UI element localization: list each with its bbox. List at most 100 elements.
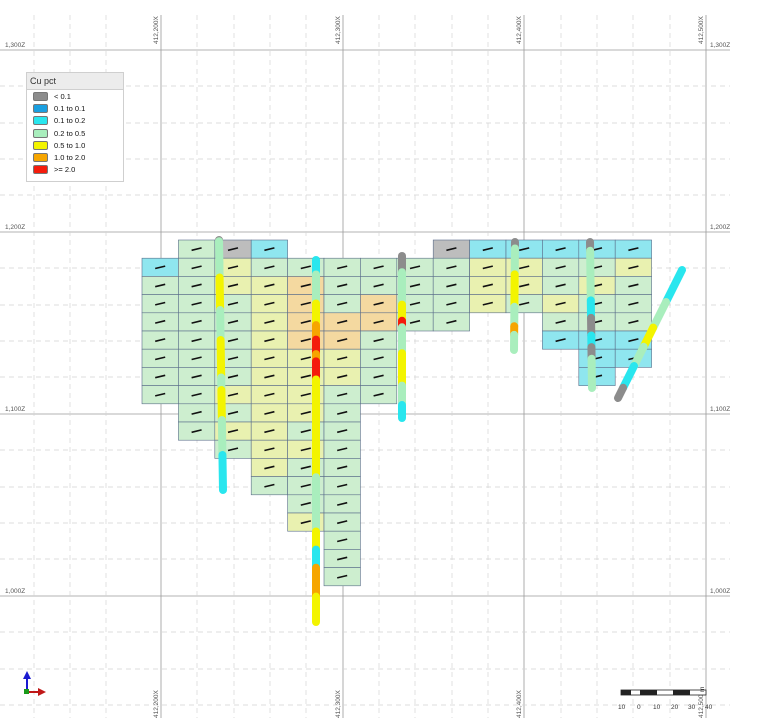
scale-label: 30	[688, 704, 696, 711]
left-elevation-labels: 1,300Z 1,200Z 1,100Z 1,000Z	[5, 42, 25, 595]
block-orientation-tick	[227, 374, 239, 379]
top-easting-label: 412,200X	[153, 16, 160, 44]
block-orientation-tick	[628, 247, 639, 252]
block-orientation-tick	[519, 301, 530, 306]
block-orientation-tick	[300, 374, 311, 379]
legend-swatch	[33, 140, 48, 150]
drillhole-interval	[586, 246, 595, 305]
legend-title: Cu pct	[27, 73, 123, 90]
grade-legend: Cu pct < 0.1 0.1 to 0.1 0.1 to 0.2 0.2 t…	[26, 72, 124, 182]
bottom-easting-label: 412,300X	[335, 690, 342, 718]
block-orientation-tick	[446, 319, 457, 324]
block-orientation-tick	[227, 319, 239, 324]
block-orientation-tick	[300, 283, 311, 288]
block-orientation-tick	[300, 465, 311, 470]
drillhole-interval	[614, 383, 628, 402]
block-orientation-tick	[264, 265, 275, 270]
right-elevation-label: 1,200Z	[710, 224, 730, 231]
legend-swatch	[33, 116, 48, 126]
right-elevation-label: 1,000Z	[710, 588, 730, 595]
block-orientation-tick	[155, 392, 166, 397]
right-elevation-label: 1,300Z	[710, 42, 730, 49]
scale-label: 10	[618, 704, 626, 711]
block-orientation-tick	[264, 447, 275, 452]
block-orientation-tick	[155, 265, 166, 270]
block-orientation-tick	[337, 356, 348, 361]
block-orientation-tick	[264, 410, 275, 415]
block-orientation-tick	[337, 447, 348, 452]
top-easting-labels: 412,200X 412,300X 412,400X 412,500X	[153, 16, 705, 44]
block-orientation-tick	[227, 447, 239, 452]
drillhole-trace	[510, 238, 519, 354]
block-orientation-tick	[300, 319, 311, 324]
legend-item: 0.1 to 0.1	[27, 102, 123, 114]
block-orientation-tick	[446, 265, 457, 270]
block-orientation-tick	[300, 429, 311, 434]
block-orientation-tick	[628, 338, 639, 343]
legend-label: >= 2.0	[54, 165, 76, 175]
block-orientation-tick	[409, 319, 421, 324]
block-orientation-tick	[264, 356, 275, 361]
scale-unit: m	[699, 687, 706, 692]
block-orientation-tick	[555, 301, 566, 306]
legend-label: 0.1 to 0.1	[54, 103, 86, 113]
block-orientation-tick	[555, 247, 566, 252]
block-orientation-tick	[227, 301, 239, 306]
block-orientation-tick	[555, 319, 566, 324]
legend-swatch	[33, 103, 48, 113]
block-orientation-tick	[227, 356, 239, 361]
block-orientation-tick	[337, 501, 348, 506]
block-orientation-tick	[446, 283, 457, 288]
block-orientation-tick	[337, 465, 348, 470]
block-orientation-tick	[155, 338, 166, 343]
block-orientation-tick	[264, 301, 275, 306]
legend-swatch	[33, 153, 48, 163]
legend-swatch	[33, 128, 48, 138]
block-orientation-tick	[264, 483, 275, 488]
block-orientation-tick	[337, 410, 348, 415]
block-orientation-tick	[155, 319, 166, 324]
scale-label: 40	[705, 704, 713, 711]
block-orientation-tick	[519, 247, 530, 252]
block-orientation-tick	[264, 392, 275, 397]
right-elevation-labels: 1,300Z 1,200Z 1,100Z 1,000Z	[710, 42, 730, 595]
bottom-easting-label: 412,400X	[516, 690, 523, 718]
block-orientation-tick	[446, 301, 457, 306]
block-orientation-tick	[191, 429, 202, 434]
block-orientation-tick	[264, 465, 275, 470]
block-orientation-tick	[155, 356, 166, 361]
block-orientation-tick	[300, 483, 311, 488]
drillhole-interval	[217, 416, 227, 459]
drillholes	[215, 236, 686, 626]
legend-item: < 0.1	[27, 90, 123, 102]
block-orientation-tick	[628, 319, 639, 324]
block-orientation-tick	[155, 301, 166, 306]
top-easting-label: 412,400X	[516, 16, 523, 44]
block-orientation-tick	[337, 574, 348, 579]
legend-item: 1.0 to 2.0	[27, 151, 123, 163]
block-orientation-tick	[373, 392, 384, 397]
block-orientation-tick	[337, 338, 348, 343]
block-orientation-tick	[191, 283, 202, 288]
left-elevation-label: 1,300Z	[5, 42, 25, 49]
block-orientation-tick	[337, 556, 348, 561]
drillhole-interval	[215, 273, 225, 314]
right-elevation-label: 1,100Z	[710, 406, 730, 413]
block-orientation-tick	[227, 410, 239, 415]
block-orientation-tick	[482, 247, 493, 252]
block-orientation-tick	[519, 283, 530, 288]
legend-label: 0.5 to 1.0	[54, 140, 86, 150]
block-orientation-tick	[337, 374, 348, 379]
block-orientation-tick	[264, 319, 275, 324]
block-orientation-tick	[300, 410, 311, 415]
block-orientation-tick	[555, 338, 566, 343]
drillhole-trace	[586, 238, 596, 392]
legend-item: 0.2 to 0.5	[27, 127, 123, 139]
block-orientation-tick	[628, 265, 639, 270]
legend-item: 0.1 to 0.2	[27, 115, 123, 127]
bottom-easting-label: 412,200X	[153, 690, 160, 718]
block-orientation-tick	[373, 301, 384, 306]
block-orientation-tick	[155, 374, 166, 379]
block-orientation-tick	[155, 283, 166, 288]
